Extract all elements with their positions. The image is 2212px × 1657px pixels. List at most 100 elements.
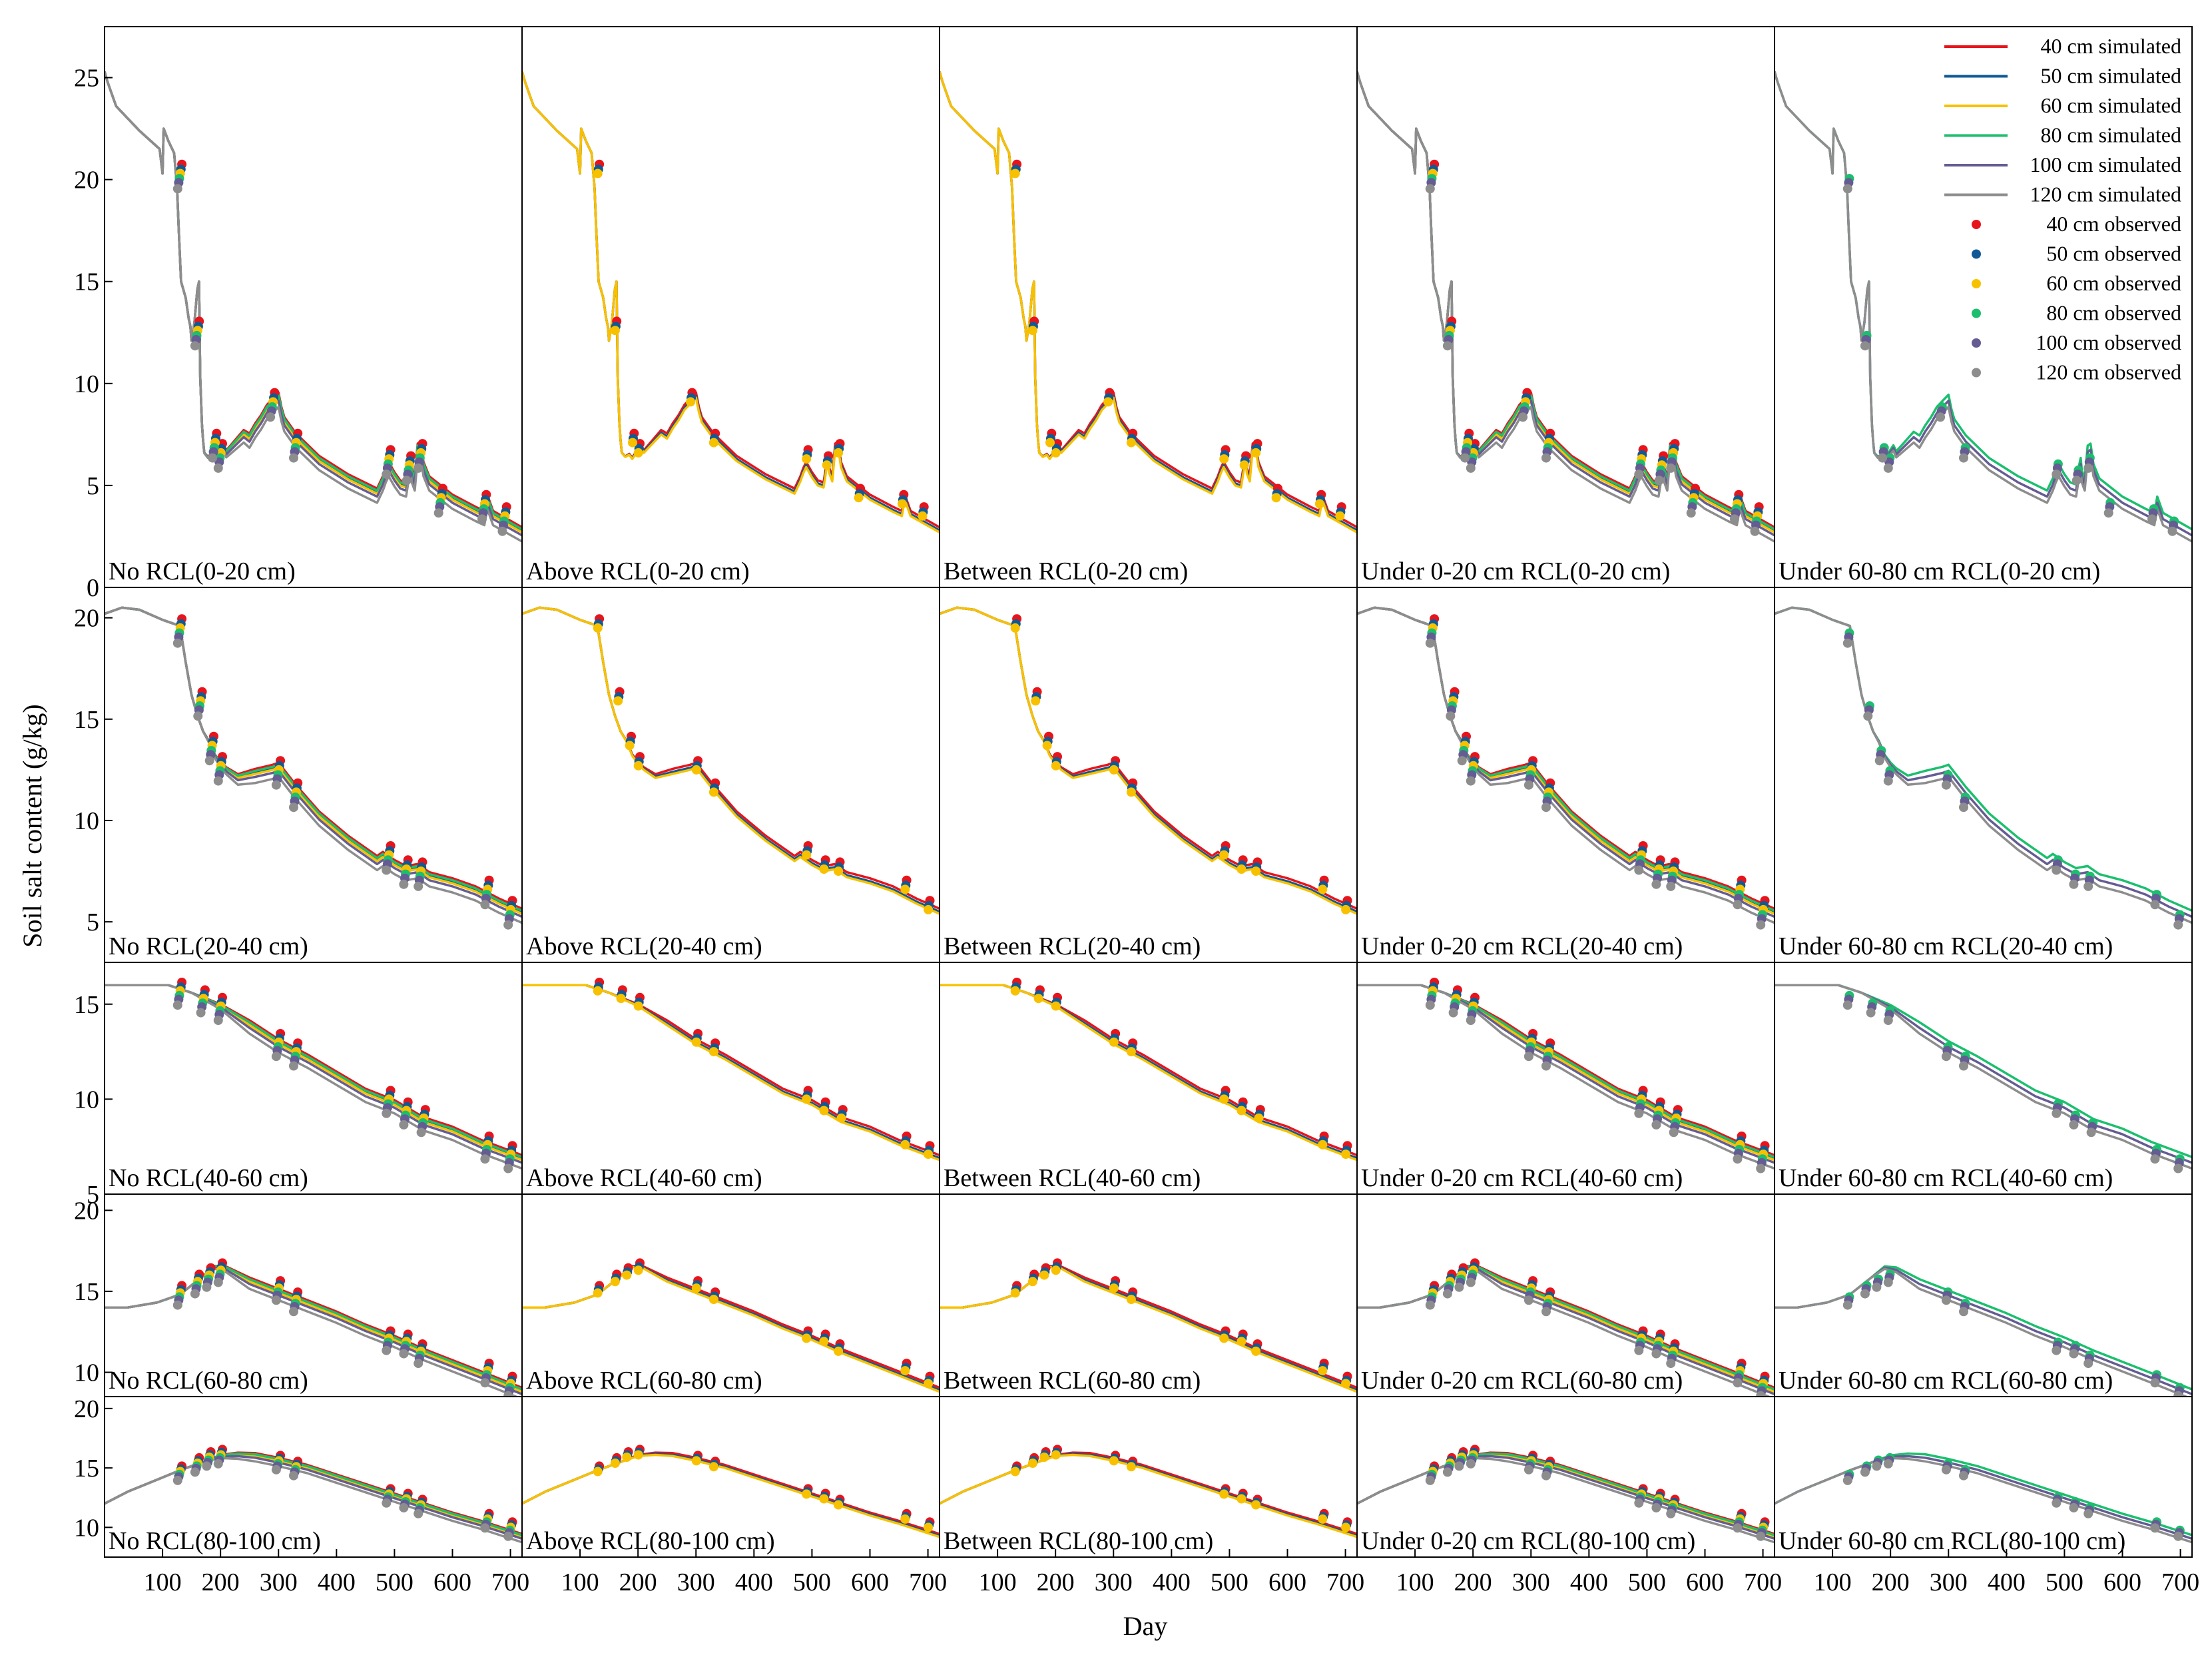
observed-point-120-cm — [190, 341, 200, 351]
panel-r1-c3: Between RCL(0-20 cm) — [939, 26, 1358, 588]
observed-point-60-cm — [1109, 765, 1119, 775]
panel-label: Under 0-20 cm RCL(60-80 cm) — [1361, 1367, 1683, 1395]
observed-point-120-cm — [382, 1108, 392, 1118]
panel-r2-c5: Under 60-80 cm RCL(20-40 cm) — [1774, 587, 2193, 963]
x-tick-label: 300 — [1095, 1568, 1133, 1596]
y-tick-label: 5 — [87, 1181, 99, 1209]
observed-point-60-cm — [686, 397, 696, 407]
observed-point-60-cm — [1126, 1295, 1136, 1305]
observed-point-60-cm — [708, 438, 718, 448]
observed-point-60-cm — [1010, 1288, 1020, 1298]
panel-label: Between RCL(60-80 cm) — [944, 1367, 1201, 1395]
observed-point-120-cm — [1466, 1277, 1476, 1287]
y-tick-label: 20 — [74, 166, 99, 194]
observed-point-120-cm — [204, 756, 214, 766]
observed-point-120-cm — [1959, 1061, 1968, 1071]
observed-point-120-cm — [1454, 1282, 1464, 1292]
panel-r1-c2: Above RCL(0-20 cm) — [521, 26, 940, 588]
legend-label: 100 cm observed — [2036, 330, 2181, 354]
observed-point-60-cm — [1219, 1333, 1229, 1343]
observed-point-60-cm — [628, 438, 637, 448]
observed-point-120-cm — [1860, 1289, 1870, 1299]
observed-point-60-cm — [1126, 1462, 1136, 1472]
observed-point-120-cm — [1733, 1154, 1743, 1164]
x-tick-label: 700 — [1744, 1568, 1782, 1596]
legend-entry: 50 cm observed — [1972, 242, 2181, 266]
panel-label: Under 0-20 cm RCL(80-100 cm) — [1361, 1527, 1695, 1555]
observed-point-60-cm — [1271, 493, 1281, 503]
x-tick-label: 400 — [1988, 1568, 2026, 1596]
simulated-line-60-cm — [940, 1265, 1357, 1393]
observed-point-120-cm — [289, 803, 298, 813]
observed-point-120-cm — [1883, 463, 1893, 473]
observed-point-60-cm — [1051, 761, 1061, 771]
observed-point-120-cm — [2150, 900, 2160, 910]
x-tick-label: 500 — [1211, 1568, 1248, 1596]
x-tick-label: 100 — [1396, 1568, 1434, 1596]
observed-point-120-cm — [1941, 1465, 1951, 1475]
observed-point-120-cm — [1466, 1459, 1476, 1469]
observed-point-60-cm — [1254, 1113, 1264, 1123]
observed-point-120-cm — [2103, 508, 2113, 518]
observed-point-120-cm — [399, 1349, 409, 1359]
observed-point-60-cm — [1010, 1467, 1020, 1477]
observed-point-120-cm — [271, 1465, 281, 1475]
observed-point-120-cm — [2173, 1531, 2183, 1541]
observed-point-60-cm — [1010, 986, 1020, 996]
observed-point-120-cm — [1541, 1471, 1551, 1481]
x-tick-label: 300 — [1930, 1568, 1968, 1596]
observed-point-60-cm — [1039, 1270, 1049, 1280]
legend-entry: 40 cm simulated — [1944, 34, 2181, 58]
legend-entry: 120 cm simulated — [1944, 182, 2181, 206]
simulated-line-60-cm — [522, 1265, 940, 1393]
panel-label: Between RCL(0-20 cm) — [944, 557, 1188, 585]
y-tick-label: 0 — [87, 574, 99, 602]
observed-point-120-cm — [266, 412, 276, 422]
observed-point-120-cm — [2173, 1163, 2183, 1173]
observed-point-60-cm — [622, 1270, 632, 1280]
y-tick-label: 15 — [74, 268, 99, 296]
x-tick-label: 500 — [2046, 1568, 2083, 1596]
y-tick-label: 10 — [74, 807, 99, 835]
panel-series — [940, 1258, 1357, 1393]
panel-r2-c3: Between RCL(20-40 cm) — [939, 587, 1358, 963]
observed-point-120-cm — [1523, 1295, 1533, 1305]
observed-point-60-cm — [593, 986, 603, 996]
panel-r5-c4: 100 200 300 400 500 600 700 Under 0-20 cm RCL(8… — [1356, 1396, 1782, 1596]
legend-entry: 80 cm observed — [1972, 301, 2181, 325]
observed-point-120-cm — [2052, 865, 2062, 875]
observed-point-120-cm — [2150, 1378, 2160, 1388]
observed-point-120-cm — [2069, 1502, 2079, 1512]
panel-label: Under 60-80 cm RCL(60-80 cm) — [1779, 1367, 2113, 1395]
panel-series — [940, 71, 1357, 533]
observed-point-120-cm — [172, 1000, 182, 1010]
observed-point-120-cm — [1883, 1277, 1893, 1287]
observed-point-120-cm — [1959, 1307, 1968, 1317]
observed-point-120-cm — [1941, 1295, 1951, 1305]
observed-point-120-cm — [172, 638, 182, 648]
observed-point-60-cm — [1251, 866, 1261, 876]
panel-r3-c4: Under 0-20 cm RCL(40-60 cm) — [1356, 962, 1775, 1195]
observed-point-120-cm — [1523, 780, 1533, 790]
observed-point-120-cm — [1666, 463, 1676, 473]
observed-point-120-cm — [1936, 412, 1946, 422]
observed-point-60-cm — [819, 864, 829, 874]
observed-point-120-cm — [1634, 470, 1644, 480]
x-tick-label: 500 — [1628, 1568, 1666, 1596]
x-tick-label: 700 — [909, 1568, 947, 1596]
observed-point-120-cm — [1523, 1052, 1533, 1062]
observed-point-60-cm — [691, 765, 701, 775]
panel-grid: 0 5 10 15 20 25 No RCL(0-20 cm) Above RCL(0-20 … — [74, 26, 2199, 1596]
observed-point-60-cm — [610, 1459, 620, 1468]
observed-point-120-cm — [289, 1307, 298, 1317]
observed-point-120-cm — [208, 453, 218, 463]
observed-point-120-cm — [1669, 1128, 1679, 1138]
observed-point-60-cm — [613, 696, 623, 706]
observed-point-120-cm — [480, 1154, 490, 1164]
legend-label: 120 cm observed — [2036, 360, 2181, 384]
x-axis-title: Day — [1123, 1611, 1168, 1641]
x-tick-label: 300 — [1512, 1568, 1550, 1596]
observed-point-120-cm — [416, 1128, 426, 1138]
observed-point-60-cm — [691, 1456, 701, 1466]
